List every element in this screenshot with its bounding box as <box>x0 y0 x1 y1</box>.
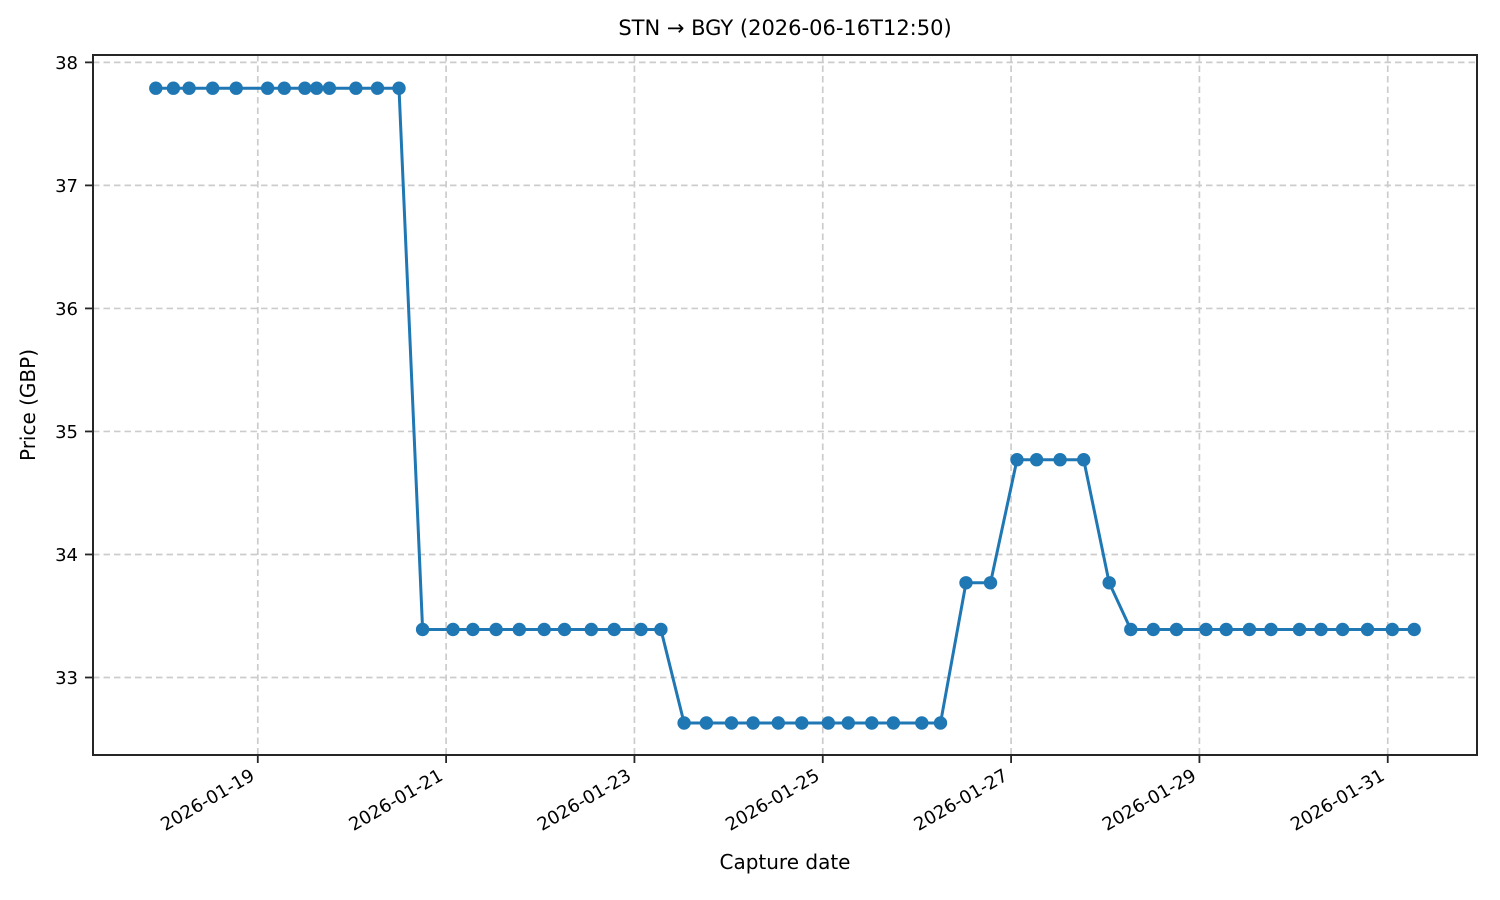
chart-title: STN → BGY (2026-06-16T12:50) <box>618 16 952 40</box>
data-point <box>795 716 809 730</box>
data-point <box>466 622 480 637</box>
x-tick-label: 2026-01-19 <box>157 765 258 835</box>
data-point <box>654 622 668 637</box>
x-tick-label: 2026-01-27 <box>910 765 1011 835</box>
x-tick-label: 2026-01-21 <box>346 765 447 835</box>
data-point <box>886 716 901 730</box>
data-point <box>1335 622 1350 637</box>
data-point <box>1199 622 1213 637</box>
data-point <box>865 716 879 730</box>
data-point <box>537 622 551 637</box>
data-point <box>277 81 291 95</box>
data-point <box>841 716 855 730</box>
data-point <box>699 716 714 730</box>
data-point <box>1029 453 1044 467</box>
data-point <box>206 81 220 95</box>
data-point <box>298 81 312 95</box>
data-point <box>415 622 430 637</box>
data-point <box>724 716 739 730</box>
y-tick-label: 34 <box>55 545 78 566</box>
data-point <box>1102 576 1116 590</box>
data-point <box>1219 622 1233 637</box>
data-point <box>1010 453 1024 467</box>
x-tick-label: 2026-01-23 <box>534 765 635 835</box>
data-point <box>1264 622 1278 637</box>
data-point <box>983 576 998 590</box>
data-point <box>634 622 648 637</box>
y-tick-label: 38 <box>55 53 78 74</box>
data-point <box>933 716 948 730</box>
data-point <box>512 622 526 637</box>
data-point <box>182 81 196 95</box>
x-tick-label: 2026-01-29 <box>1099 765 1200 835</box>
data-point <box>260 81 275 95</box>
data-point <box>1169 622 1184 637</box>
data-point <box>1124 622 1138 637</box>
data-point <box>1407 622 1421 637</box>
data-point <box>309 81 324 95</box>
data-point <box>349 81 363 95</box>
data-point <box>370 81 385 95</box>
y-tick-label: 37 <box>55 176 78 197</box>
data-point <box>229 81 243 95</box>
data-point <box>1242 622 1257 637</box>
data-point <box>446 622 460 637</box>
data-point <box>489 622 503 637</box>
data-point <box>149 81 163 95</box>
data-point <box>746 716 760 730</box>
data-point <box>1314 622 1328 637</box>
y-axis-label: Price (GBP) <box>16 348 40 462</box>
x-axis-label: Capture date <box>719 850 851 874</box>
data-point <box>915 716 929 730</box>
data-point <box>607 622 621 637</box>
y-tick-label: 33 <box>55 668 78 689</box>
data-point <box>557 622 572 637</box>
data-point <box>1360 622 1375 637</box>
data-point <box>1077 453 1091 467</box>
y-tick-label: 36 <box>55 299 78 320</box>
data-point <box>584 622 598 637</box>
data-point <box>322 81 337 95</box>
data-point <box>1385 622 1400 637</box>
data-point <box>771 716 785 730</box>
plot-border <box>92 54 1478 756</box>
x-tick-label: 2026-01-31 <box>1287 765 1388 835</box>
data-point <box>1292 622 1307 637</box>
data-point <box>959 576 973 590</box>
data-point <box>392 81 406 95</box>
y-tick-label: 35 <box>55 422 78 443</box>
data-point <box>821 716 835 730</box>
data-point <box>1146 622 1161 637</box>
data-point <box>1053 453 1067 467</box>
data-point <box>677 716 691 730</box>
data-point <box>166 81 181 95</box>
x-tick-label: 2026-01-25 <box>722 765 823 835</box>
